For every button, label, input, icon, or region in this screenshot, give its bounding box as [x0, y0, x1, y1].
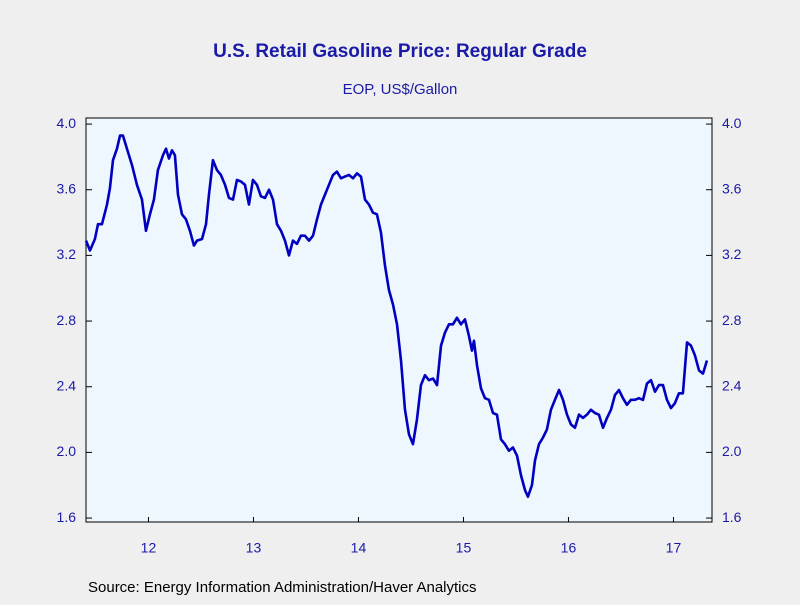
source-note: Source: Energy Information Administratio…	[88, 579, 477, 596]
y2-tick-label: 4.0	[722, 115, 742, 131]
x-tick-label: 15	[456, 540, 472, 556]
y-tick-label: 3.2	[57, 246, 77, 262]
x-tick-label: 16	[561, 540, 577, 556]
y-tick-label: 2.8	[57, 312, 77, 328]
y-tick-label: 2.0	[57, 443, 77, 459]
y2-tick-label: 3.6	[722, 180, 742, 196]
series-line	[84, 134, 709, 499]
plot-area	[85, 117, 713, 523]
x-tick-label: 17	[666, 540, 682, 556]
y-tick-label: 4.0	[57, 115, 77, 131]
chart-title: U.S. Retail Gasoline Price: Regular Grad…	[213, 41, 587, 62]
y2-tick-label: 2.8	[722, 312, 742, 328]
y-tick-label: 1.6	[57, 509, 77, 525]
y2-tick-label: 3.2	[722, 246, 742, 262]
chart-subtitle: EOP, US$/Gallon	[343, 81, 458, 98]
y-tick-label: 3.6	[57, 180, 77, 196]
x-tick-label: 12	[141, 540, 157, 556]
y2-tick-label: 2.0	[722, 443, 742, 459]
y2-tick-label: 2.4	[722, 377, 742, 393]
x-tick-label: 14	[351, 540, 367, 556]
y-tick-label: 2.4	[57, 377, 77, 393]
y2-tick-label: 1.6	[722, 509, 742, 525]
x-tick-label: 13	[246, 540, 262, 556]
